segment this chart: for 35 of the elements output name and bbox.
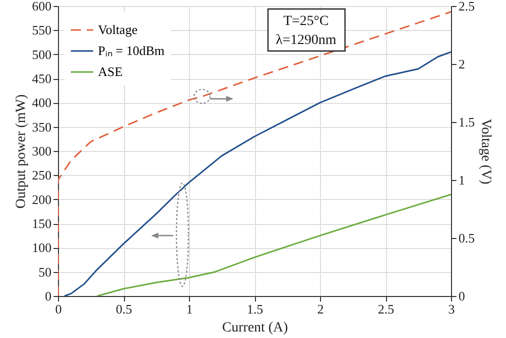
x-tick-label: 2 [317,302,324,316]
y2-tick-label: 2.5 [458,0,475,14]
x-tick-label: 2.5 [378,302,394,316]
legend-label: ASE [98,64,123,79]
y-tick-label: 550 [32,22,52,38]
y-tick-label: 350 [32,119,52,134]
y2-axis-title: Voltage (V) [478,118,493,185]
y-tick-label: 50 [38,264,52,280]
y-axis-title: Output power (mW) [14,94,29,209]
annotation: T=25°C [283,14,329,29]
legend-label: Voltage [98,22,138,37]
x-axis-title: Current (A) [222,320,288,336]
x-tick-label: 0.5 [116,302,132,316]
y-tick-label: 200 [32,192,52,207]
y-tick-label: 600 [32,0,52,14]
y-tick-label: 500 [32,46,52,62]
x-tick-label: 0 [55,302,62,316]
y2-tick-label: 2 [458,56,465,72]
y-tick-label: 0 [45,288,52,304]
annotation: λ=1290nm [276,33,336,48]
x-tick-label: 1 [186,302,193,316]
line-series [96,194,451,296]
x-tick-label: 1.5 [246,302,264,316]
legend-label: Pᵢₙ = 10dBm [98,43,164,58]
y-tick-label: 150 [32,216,52,231]
y-tick-label: 400 [32,95,52,110]
y-tick-label: 300 [32,144,52,158]
y-tick-label: 250 [32,168,52,183]
y2-tick-label: 0.5 [458,230,475,246]
y2-tick-label: 1.5 [458,114,475,130]
y-tick-label: 100 [32,240,52,256]
y2-tick-label: 0 [458,288,465,304]
x-tick-label: 3 [448,302,455,316]
y2-tick-label: 1 [458,172,465,188]
y-tick-label: 450 [32,71,52,86]
